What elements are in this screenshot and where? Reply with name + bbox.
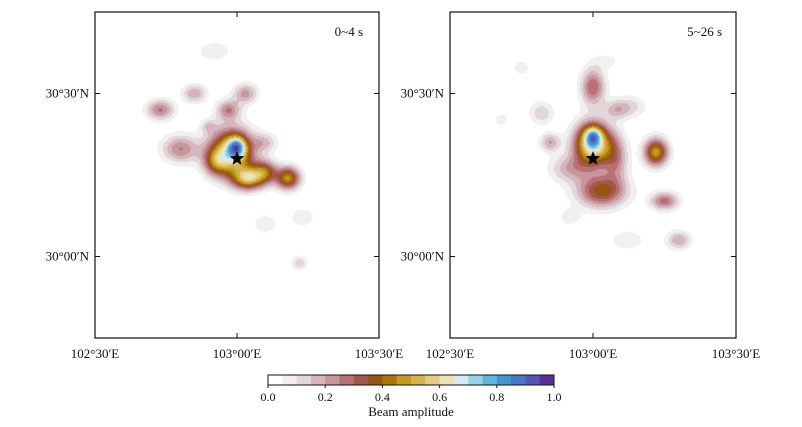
colorbar-swatch xyxy=(525,375,541,385)
x-tick-label: 102°30′E xyxy=(71,346,120,361)
y-tick-label: 30°30′N xyxy=(401,86,445,101)
x-tick-label: 103°00′E xyxy=(569,346,618,361)
heatmap-image-2 xyxy=(450,12,736,338)
colorbar-tick-label: 0.2 xyxy=(318,390,333,404)
epicenter-star xyxy=(229,151,245,165)
panel-2-ticks: 102°30′E 103°00′E 103°30′E 30°30′N 30°00′N xyxy=(401,12,761,361)
colorbar-tick-label: 0.8 xyxy=(489,390,504,404)
panel-1-time-label: 0~4 s xyxy=(335,24,363,39)
colorbar-swatch xyxy=(282,375,297,385)
colorbar-swatch xyxy=(325,375,340,385)
colorbar-swatch xyxy=(382,375,398,385)
colorbar-swatch xyxy=(411,375,426,385)
colorbar-tick-label: 0.4 xyxy=(375,390,390,404)
colorbar-swatch xyxy=(396,375,412,385)
x-tick-label: 103°30′E xyxy=(712,346,761,361)
panel-2-epicenter-star xyxy=(585,151,601,165)
x-tick-label: 102°30′E xyxy=(426,346,475,361)
panel-2-time-label: 5~26 s xyxy=(687,24,722,39)
colorbar-swatch xyxy=(496,375,512,385)
panel-2: 5~26 s 102°30′E 103°00′E 103°30′E 30°30′N 30… xyxy=(401,11,761,361)
panel-1-ticks: 102°30′E 103°00′E 103°30′E 30°30′N 30°00′N xyxy=(46,12,404,361)
colorbar-label: Beam amplitude xyxy=(368,404,454,419)
epicenter-star xyxy=(585,151,601,165)
colorbar-swatch xyxy=(439,375,455,385)
colorbar-swatch xyxy=(511,375,526,385)
colorbar-swatch xyxy=(268,375,283,385)
colorbar-swatch xyxy=(353,375,369,385)
colorbar-swatch xyxy=(339,375,355,385)
colorbar-swatch xyxy=(368,375,383,385)
x-tick-label: 103°00′E xyxy=(213,346,262,361)
colorbar-tick-label: 0.6 xyxy=(432,390,447,404)
panel-1: 0~4 s 102°30′E 103°00′E 103°30′E 30°30′N 30°… xyxy=(46,11,404,361)
colorbar-tick-label: 1.0 xyxy=(547,390,562,404)
y-tick-label: 30°00′N xyxy=(401,249,445,264)
x-tick-label: 103°30′E xyxy=(355,346,404,361)
colorbar-swatch xyxy=(539,375,555,385)
colorbar-frame xyxy=(267,374,555,386)
y-tick-label: 30°00′N xyxy=(46,249,90,264)
colorbar-swatch xyxy=(310,375,326,385)
panel-1-epicenter-star xyxy=(229,151,245,165)
colorbar-tick-label: 0.0 xyxy=(261,390,276,404)
colorbar-swatch xyxy=(425,375,440,385)
colorbar-swatch xyxy=(453,375,469,385)
heatmap-image-1 xyxy=(95,12,379,338)
colorbar-ticks: 0.0 0.2 0.4 0.6 0.8 1.0 xyxy=(261,385,562,404)
y-tick-label: 30°30′N xyxy=(46,86,90,101)
colorbar: 0.0 0.2 0.4 0.6 0.8 1.0 Beam amplitude xyxy=(261,374,562,419)
colorbar-cells xyxy=(268,375,555,385)
colorbar-swatch xyxy=(468,375,483,385)
colorbar-swatch xyxy=(296,375,312,385)
colorbar-swatch xyxy=(482,375,498,385)
